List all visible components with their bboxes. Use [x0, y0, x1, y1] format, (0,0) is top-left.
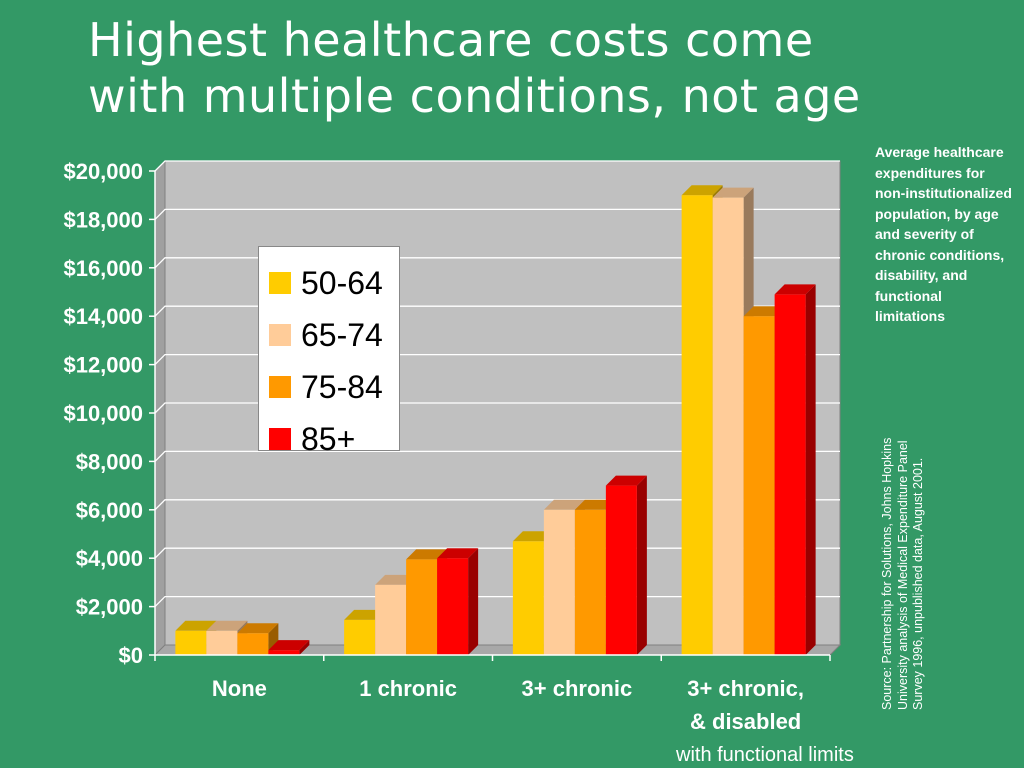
bar-front: [574, 509, 606, 655]
x-category-label: None: [212, 676, 267, 701]
gridline: [154, 257, 840, 269]
bar-top: [206, 620, 248, 631]
gridline: [154, 450, 840, 462]
bar-front: [237, 633, 269, 655]
bar-side: [299, 640, 310, 655]
legend-item-65-74: 65-74: [269, 309, 399, 361]
x-axis: None 1 chronic 3+ chronic 3+ chronic, & disa…: [154, 654, 831, 734]
bar: [605, 475, 647, 655]
legend-swatch: [269, 272, 291, 294]
bar-top: [237, 623, 279, 634]
source-citation: Source: Partnership for Solutions, Johns…: [880, 437, 925, 710]
y-tick-label: $6,000: [76, 498, 143, 523]
y-tick-label: $12,000: [63, 353, 143, 378]
bar-top: [512, 531, 554, 542]
bar-front: [268, 650, 300, 655]
category-subtitle: with functional limits: [676, 744, 854, 766]
bar-top: [774, 284, 816, 295]
bar-front: [437, 558, 469, 655]
bar-top: [681, 185, 723, 196]
bar-top: [175, 620, 217, 631]
bar-top: [406, 549, 448, 560]
bar-side: [636, 475, 647, 655]
bar-top: [743, 306, 785, 317]
bar-front: [743, 316, 775, 655]
title-line-2: with multiple conditions, not age: [88, 69, 861, 123]
bar-front: [543, 509, 575, 655]
bar-front: [681, 195, 713, 655]
legend-label: 75-84: [301, 368, 383, 405]
bar-front: [175, 630, 207, 655]
bar-front: [512, 541, 544, 655]
y-tick-label: $18,000: [63, 207, 143, 232]
gridline: [154, 402, 840, 414]
page-title: Highest healthcare costs come with multi…: [88, 12, 988, 124]
y-tick-label: $0: [119, 643, 143, 668]
legend-item-75-84: 75-84: [269, 361, 399, 413]
bar-side: [805, 284, 816, 655]
legend-swatch: [269, 376, 291, 398]
bar-top: [543, 499, 585, 510]
bar: [237, 623, 279, 655]
bar: [437, 548, 479, 655]
bar-side: [468, 548, 479, 655]
y-tick-label: $4,000: [76, 546, 143, 571]
bar-front: [406, 559, 438, 655]
legend-label: 50-64: [301, 264, 383, 301]
bar-top: [268, 640, 310, 651]
bar-top: [605, 475, 647, 486]
gridline: [154, 305, 840, 317]
bar-top: [712, 187, 754, 198]
x-category-label: 3+ chronic,: [687, 676, 804, 701]
gridline: [154, 160, 840, 172]
legend-swatch: [269, 428, 291, 450]
legend-label: 65-74: [301, 316, 383, 353]
legend-label: 85+: [301, 420, 356, 457]
bars: [175, 185, 816, 655]
bar: [268, 640, 310, 655]
title-line-1: Highest healthcare costs come: [88, 13, 814, 67]
gridline: [154, 208, 840, 220]
bar-top: [375, 574, 417, 585]
bar-top: [344, 609, 386, 620]
x-category-label: 3+ chronic: [522, 676, 633, 701]
chart-note: Average healthcare expenditures for non-…: [875, 144, 1012, 324]
bar-front: [774, 294, 806, 655]
bar-front: [712, 197, 744, 655]
bar: [206, 620, 248, 655]
bar-front: [375, 584, 407, 655]
x-category-label: & disabled: [690, 709, 801, 734]
bar-front: [206, 630, 238, 655]
y-tick-label: $8,000: [76, 449, 143, 474]
legend-item-85plus: 85+: [269, 413, 399, 465]
bar-front: [344, 619, 376, 655]
bar-top: [574, 499, 616, 510]
y-tick-label: $20,000: [63, 159, 143, 184]
y-tick-label: $16,000: [63, 256, 143, 281]
y-tick-label: $10,000: [63, 401, 143, 426]
y-axis: $0 $2,000 $4,000 $6,000 $8,000 $10,000 $12,000…: [63, 159, 156, 668]
y-tick-label: $14,000: [63, 304, 143, 329]
legend: 50-64 65-74 75-84 85+: [258, 246, 400, 457]
bar-top: [437, 548, 479, 559]
y-tick-label: $2,000: [76, 595, 143, 620]
legend-item-50-64: 50-64: [269, 257, 399, 309]
gridline: [154, 353, 840, 366]
x-category-label: 1 chronic: [359, 676, 457, 701]
legend-swatch: [269, 324, 291, 346]
bar: [774, 284, 816, 655]
bar-front: [605, 485, 637, 655]
